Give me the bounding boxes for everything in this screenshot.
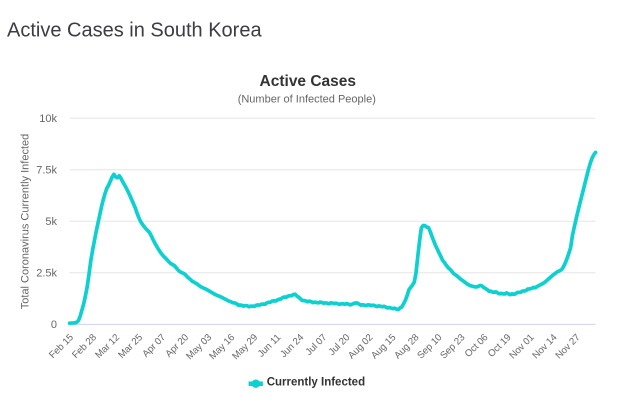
svg-text:0: 0 (51, 319, 57, 331)
svg-text:Active Cases in South Korea: Active Cases in South Korea (7, 20, 262, 42)
svg-text:2.5k: 2.5k (36, 268, 57, 280)
svg-text:10k: 10k (39, 113, 57, 125)
svg-text:7.5k: 7.5k (36, 165, 57, 177)
svg-text:Active Cases: Active Cases (260, 73, 357, 90)
svg-text:5k: 5k (45, 216, 57, 228)
svg-text:Total Coronavirus Currently In: Total Coronavirus Currently Infected (20, 134, 32, 309)
svg-text:(Number of Infected People): (Number of Infected People) (238, 94, 376, 106)
svg-text:Currently Infected: Currently Infected (267, 377, 365, 389)
